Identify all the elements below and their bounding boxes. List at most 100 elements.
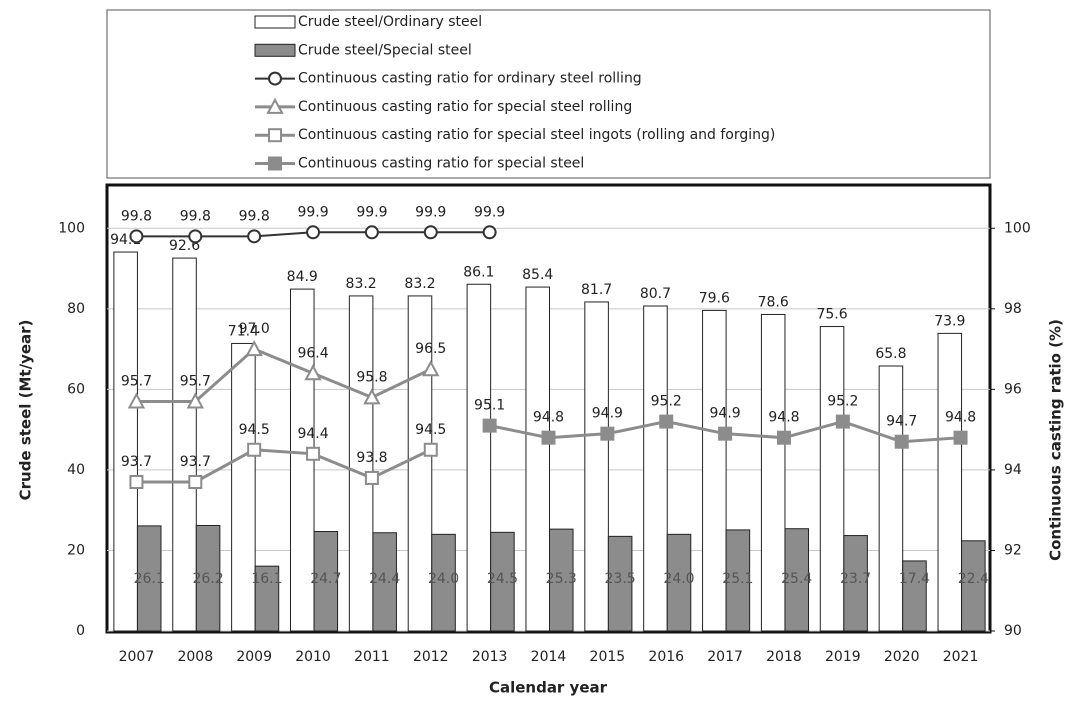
bar bbox=[490, 531, 515, 632]
bar bbox=[819, 326, 845, 632]
legend-swatch bbox=[254, 43, 296, 57]
y2-tick-label: 92 bbox=[1004, 542, 1022, 558]
legend-marker bbox=[268, 156, 282, 171]
legend-marker bbox=[268, 128, 282, 143]
value-label: 95.7 bbox=[121, 373, 152, 389]
value-label: 99.9 bbox=[474, 204, 505, 220]
value-label: 99.8 bbox=[121, 208, 152, 224]
value-label: 81.7 bbox=[581, 282, 612, 298]
bar bbox=[195, 524, 221, 632]
value-label: 95.7 bbox=[180, 373, 211, 389]
legend-label: Continuous casting ratio for special ste… bbox=[298, 156, 584, 172]
marker bbox=[482, 418, 497, 433]
marker bbox=[718, 426, 733, 441]
x-tick-label: 2018 bbox=[766, 649, 802, 665]
value-label: 85.4 bbox=[522, 267, 553, 283]
legend-label: Crude steel/Special steel bbox=[298, 42, 472, 58]
value-label: 94.7 bbox=[886, 414, 917, 430]
value-label: 95.8 bbox=[356, 369, 387, 385]
marker bbox=[304, 364, 322, 381]
marker bbox=[247, 229, 262, 244]
bar bbox=[843, 535, 868, 632]
marker bbox=[186, 392, 204, 409]
bar bbox=[549, 528, 574, 632]
value-label: 25.3 bbox=[546, 571, 577, 587]
bar bbox=[643, 305, 668, 632]
bar bbox=[760, 313, 786, 632]
value-label: 78.6 bbox=[758, 294, 789, 310]
bar bbox=[254, 565, 280, 632]
value-label: 93.7 bbox=[121, 454, 152, 470]
line bbox=[136, 448, 432, 484]
bar bbox=[372, 532, 397, 632]
value-label: 93.7 bbox=[180, 454, 211, 470]
value-label: 94.8 bbox=[533, 410, 564, 426]
value-label: 95.2 bbox=[827, 394, 858, 410]
bar bbox=[113, 251, 138, 632]
x-tick-label: 2011 bbox=[354, 649, 390, 665]
bar bbox=[407, 295, 433, 632]
value-label: 94.8 bbox=[945, 410, 976, 426]
value-label: 94.4 bbox=[297, 426, 328, 442]
value-label: 99.9 bbox=[356, 204, 387, 220]
y2-tick-label: 98 bbox=[1004, 301, 1022, 317]
value-label: 79.6 bbox=[699, 290, 730, 306]
y-tick-label: 0 bbox=[76, 623, 85, 639]
marker bbox=[541, 430, 556, 445]
x-tick-label: 2014 bbox=[531, 649, 567, 665]
bar bbox=[172, 257, 197, 632]
x-tick-label: 2016 bbox=[648, 649, 684, 665]
value-label: 24.5 bbox=[487, 571, 518, 587]
value-label: 84.9 bbox=[287, 269, 318, 285]
value-label: 96.4 bbox=[297, 345, 328, 361]
value-label: 96.5 bbox=[415, 341, 446, 357]
marker bbox=[245, 339, 263, 357]
marker bbox=[776, 430, 791, 445]
marker bbox=[363, 388, 381, 405]
x-tick-label: 2015 bbox=[590, 649, 626, 665]
value-label: 99.8 bbox=[239, 208, 270, 224]
y-tick-label: 60 bbox=[67, 381, 85, 397]
y2-axis-title: Continuous casting ratio (%) bbox=[1047, 319, 1065, 561]
value-label: 26.2 bbox=[192, 571, 223, 587]
value-label: 26.1 bbox=[134, 571, 165, 587]
value-label: 22.4 bbox=[958, 571, 989, 587]
y2-tick-label: 90 bbox=[1004, 623, 1022, 639]
marker bbox=[306, 225, 321, 240]
y-tick-label: 100 bbox=[58, 220, 85, 236]
value-label: 94.8 bbox=[768, 410, 799, 426]
x-tick-label: 2020 bbox=[884, 649, 920, 665]
value-label: 25.1 bbox=[722, 571, 753, 587]
x-tick-label: 2009 bbox=[236, 649, 272, 665]
bar bbox=[466, 283, 492, 632]
y2-tick-label: 96 bbox=[1004, 381, 1022, 397]
value-label: 71.4 bbox=[228, 323, 259, 339]
value-label: 24.4 bbox=[369, 571, 400, 587]
bar bbox=[702, 309, 727, 632]
y2-tick-label: 100 bbox=[1004, 220, 1031, 236]
legend-swatch bbox=[254, 15, 296, 29]
value-label: 24.7 bbox=[310, 571, 341, 587]
marker bbox=[127, 392, 146, 409]
y-axis-title: Crude steel (Mt/year) bbox=[17, 320, 35, 501]
bar bbox=[584, 301, 609, 632]
marker bbox=[247, 442, 262, 457]
marker bbox=[188, 229, 203, 244]
marker bbox=[364, 470, 379, 485]
y-tick-label: 40 bbox=[67, 462, 85, 478]
bar bbox=[725, 529, 751, 632]
marker bbox=[835, 414, 850, 429]
marker bbox=[188, 474, 203, 489]
value-label: 16.1 bbox=[251, 571, 282, 587]
value-label: 94.5 bbox=[415, 422, 446, 438]
legend-label: Continuous casting ratio for ordinary st… bbox=[298, 71, 642, 87]
legend-label: Crude steel/Ordinary steel bbox=[298, 14, 482, 30]
value-label: 75.6 bbox=[816, 307, 847, 323]
bar bbox=[784, 528, 810, 632]
marker bbox=[364, 225, 379, 240]
legend-box bbox=[106, 9, 991, 179]
value-label: 99.8 bbox=[180, 208, 211, 224]
y-tick-label: 20 bbox=[67, 542, 85, 558]
value-label: 95.2 bbox=[651, 394, 682, 410]
